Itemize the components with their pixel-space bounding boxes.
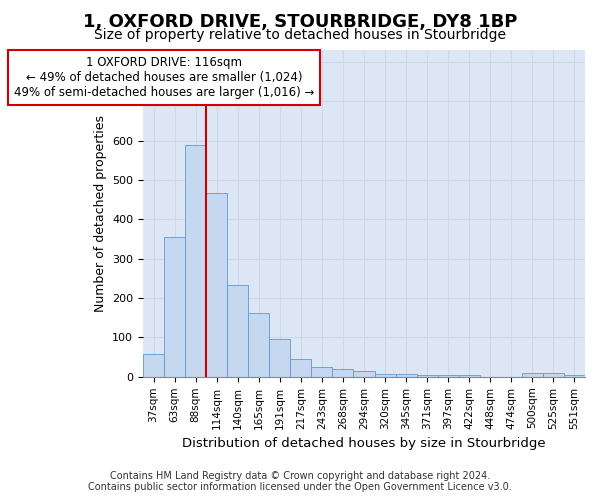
Bar	[227, 285, 248, 377]
Bar	[395, 374, 416, 377]
Bar	[564, 375, 585, 377]
Bar	[374, 374, 395, 377]
Text: 1, OXFORD DRIVE, STOURBRIDGE, DY8 1BP: 1, OXFORD DRIVE, STOURBRIDGE, DY8 1BP	[83, 12, 517, 30]
Bar	[332, 369, 353, 377]
X-axis label: Distribution of detached houses by size in Stourbridge: Distribution of detached houses by size …	[182, 437, 546, 450]
Bar	[311, 367, 332, 377]
Bar	[290, 359, 311, 377]
Bar	[416, 375, 437, 377]
Text: Contains HM Land Registry data © Crown copyright and database right 2024.
Contai: Contains HM Land Registry data © Crown c…	[88, 471, 512, 492]
Bar	[164, 237, 185, 377]
Text: 1 OXFORD DRIVE: 116sqm
← 49% of detached houses are smaller (1,024)
49% of semi-: 1 OXFORD DRIVE: 116sqm ← 49% of detached…	[14, 56, 314, 99]
Bar	[459, 375, 480, 377]
Bar	[543, 373, 564, 377]
Bar	[143, 354, 164, 377]
Bar	[269, 339, 290, 377]
Text: Size of property relative to detached houses in Stourbridge: Size of property relative to detached ho…	[94, 28, 506, 42]
Bar	[353, 371, 374, 377]
Y-axis label: Number of detached properties: Number of detached properties	[94, 115, 107, 312]
Bar	[185, 144, 206, 377]
Bar	[522, 373, 543, 377]
Bar	[437, 375, 459, 377]
Bar	[206, 192, 227, 377]
Bar	[248, 313, 269, 377]
